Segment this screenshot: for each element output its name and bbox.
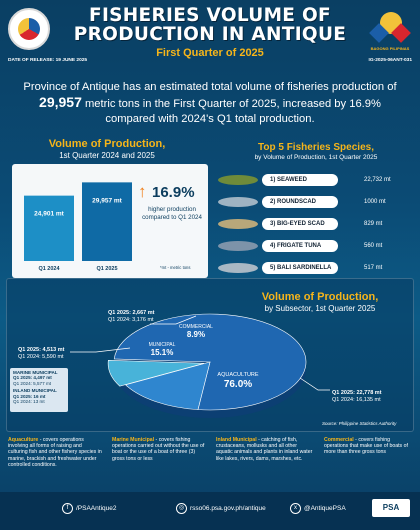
- volume-bar: [24, 195, 74, 261]
- volume-title: Volume of Production,: [48, 138, 166, 150]
- website-link[interactable]: rsso06.psa.gov.ph/antique: [190, 505, 266, 512]
- species-name: 2) ROUNDSCAD: [262, 196, 338, 208]
- pie-slice-name: COMMERCIAL: [179, 324, 213, 330]
- species-value: 829 mt: [364, 221, 383, 227]
- species-name: 4) FRIGATE TUNA: [262, 240, 338, 252]
- intro-paragraph: Province of Antique has an estimated tot…: [23, 81, 397, 125]
- growth-caption: higher production compared to Q1 2024: [142, 206, 202, 221]
- pie-slice-commercial: [107, 359, 205, 387]
- pie-slice-name: AQUACULTURE: [217, 372, 258, 378]
- species-name: 1) SEAWEED: [262, 174, 338, 186]
- volume-panel: 24,901 mt Q1 2024 29,957 mt Q1 2025 ↑ 16.9%…: [12, 164, 208, 278]
- commercial-leader: [150, 315, 197, 325]
- species-subtitle: by Volume of Production, 1st Quarter 202…: [254, 154, 378, 161]
- fish-icon: [218, 219, 258, 229]
- pie-slice-pct: 8.9%: [187, 330, 205, 339]
- brand-text: BAGONG PILIPINAS: [370, 46, 410, 51]
- psa-logo: [8, 8, 50, 50]
- page-title: FISHERIES VOLUME OF PRODUCTION IN ANTIQU…: [73, 5, 347, 45]
- twitter-icon[interactable]: x: [290, 503, 301, 514]
- aquaculture-leader: [299, 377, 330, 391]
- commercial-stats: Q1 2025: 2,667 mt Q1 2024: 3,176 mt: [108, 310, 155, 323]
- pie-slice-pct: 15.1%: [151, 348, 174, 357]
- species-value: 22,732 mt: [364, 177, 391, 183]
- species-row: 2) ROUNDSCAD 1000 mt: [218, 194, 414, 210]
- fish-icon: [218, 175, 258, 185]
- species-value: 517 mt: [364, 265, 383, 271]
- pie-slice-pct: 76.0%: [224, 379, 252, 390]
- up-arrow-icon: ↑: [138, 182, 147, 201]
- fish-icon: [218, 197, 258, 207]
- species-title: Top 5 Fisheries Species,: [258, 142, 374, 153]
- volume-bar-label: Q1 2024: [38, 266, 60, 272]
- volume-subtitle: 1st Quarter 2024 and 2025: [59, 151, 155, 160]
- species-row: 3) BIG-EYED SCAD 829 mt: [218, 216, 414, 232]
- species-name: 3) BIG-EYED SCAD: [262, 218, 338, 230]
- growth-value: 16.9%: [152, 184, 195, 201]
- species-value: 1000 mt: [364, 199, 386, 205]
- intro-highlight: 29,957: [39, 94, 82, 110]
- volume-bar-chart: 24,901 mt Q1 2024 29,957 mt Q1 2025: [24, 182, 132, 272]
- aquaculture-stats: Q1 2025: 22,778 mt Q1 2024: 16,135 mt: [332, 390, 382, 403]
- definition-marine-municipal: Marine Municipal - covers fishing operat…: [112, 437, 205, 462]
- definition-aquaculture: Aquaculture - covers operations involvin…: [8, 437, 102, 468]
- definition-inland-municipal: Inland Municipal - catching of fish, cru…: [216, 437, 313, 462]
- volume-bar-value: 24,901 mt: [34, 211, 64, 218]
- source-note: Source: Philippine Statistics Authority: [322, 421, 397, 426]
- twitter-link[interactable]: @AntiquePSA: [304, 505, 346, 512]
- fish-icon: [218, 263, 258, 273]
- species-row: 1) SEAWEED 22,732 mt: [218, 172, 414, 188]
- facebook-icon[interactable]: f: [62, 503, 73, 514]
- volume-bar: [82, 182, 132, 261]
- municipal-leader: [70, 347, 131, 353]
- reference-number: IG-2025-06ANT-031: [368, 58, 412, 63]
- globe-icon[interactable]: ◎: [176, 503, 187, 514]
- volume-bar-label: Q1 2025: [96, 266, 117, 272]
- fish-icon: [218, 241, 258, 251]
- psa-footer-logo: PSA: [372, 499, 410, 517]
- species-name: 5) BALI SARDINELLA: [262, 262, 338, 274]
- subsector-subtitle: by Subsector, 1st Quarter 2025: [264, 304, 376, 313]
- unit-note: *mt - metric tons: [160, 265, 191, 270]
- bagong-pilipinas-logo: [368, 8, 412, 48]
- subsector-title: Volume of Production,: [261, 291, 379, 303]
- pie-slice-name: MUNICIPAL: [149, 342, 176, 348]
- species-value: 560 mt: [364, 243, 383, 249]
- page-subtitle: First Quarter of 2025: [156, 47, 264, 59]
- municipal-stats: Q1 2025: 4,513 mt Q1 2024: 5,590 mt: [18, 347, 65, 360]
- definition-commercial: Commercial - covers fishing operations t…: [324, 437, 408, 456]
- species-row: 4) FRIGATE TUNA 560 mt: [218, 238, 414, 254]
- volume-bar-value: 29,957 mt: [92, 197, 122, 204]
- release-date: DATE OF RELEASE: 19 JUNE 2025: [8, 58, 88, 63]
- municipal-breakdown-box: MARINE MUNICIPAL Q1 2025: 4,497 mt Q1 20…: [10, 368, 68, 412]
- species-row: 5) BALI SARDINELLA 517 mt: [218, 260, 414, 276]
- pie-slice-municipal: [124, 361, 211, 410]
- facebook-link[interactable]: /PSAAntique2: [76, 505, 117, 512]
